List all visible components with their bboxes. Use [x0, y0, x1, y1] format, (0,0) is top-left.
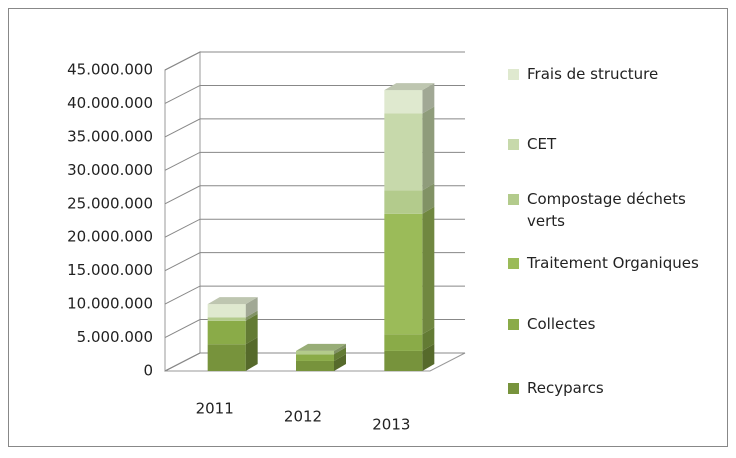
y-tick-label: 5.000.000: [77, 328, 153, 346]
legend-label: CET: [527, 135, 557, 153]
legend-swatch: [508, 69, 519, 80]
y-tick-label: 25.000.000: [67, 194, 153, 212]
bar-side: [245, 337, 258, 371]
grid-line: [164, 118, 465, 138]
legend-item: Compostage déchets verts: [508, 188, 708, 232]
bar-top: [207, 297, 258, 305]
y-tick-label: 30.000.000: [67, 161, 153, 179]
bar-side: [334, 347, 346, 361]
grid-line: [164, 285, 465, 305]
bar: [384, 90, 423, 114]
bar: [384, 113, 423, 191]
grid-line: [164, 352, 465, 372]
bar-top: [384, 83, 435, 91]
bar-side: [422, 343, 435, 371]
grid-line: [164, 51, 465, 71]
legend-item: Frais de structure: [508, 63, 708, 85]
bar-side: [245, 313, 258, 345]
legend-item: Collectes: [508, 313, 708, 335]
bar-side: [245, 310, 258, 321]
bar: [207, 320, 246, 345]
y-tick-label: 10.000.000: [67, 295, 153, 313]
bar-top: [296, 343, 346, 351]
chart-frame: [8, 8, 728, 447]
bar: [384, 350, 423, 371]
legend-swatch: [508, 383, 519, 394]
x-tick-label: 2011: [196, 400, 234, 418]
bar-side: [245, 297, 258, 318]
bar: [296, 354, 334, 361]
legend-item: Traitement Organiques: [508, 252, 708, 274]
y-tick-label: 15.000.000: [67, 261, 153, 279]
legend-item: Recyparcs: [508, 377, 708, 399]
bar-side: [422, 327, 435, 351]
bar: [384, 334, 423, 351]
bar-side: [422, 183, 435, 214]
legend-label: Compostage déchets verts: [527, 190, 686, 230]
bar: [384, 190, 423, 214]
legend-label: Recyparcs: [527, 379, 604, 397]
grid-line: [164, 84, 465, 104]
bar-side: [334, 343, 346, 355]
legend-item: CET: [508, 133, 708, 155]
bar-side: [334, 353, 346, 371]
y-tick-label: 45.000.000: [67, 61, 153, 79]
bar: [207, 344, 246, 371]
bar-side: [422, 206, 435, 335]
x-tick-label: 2012: [284, 408, 322, 426]
legend-label: Collectes: [527, 315, 596, 333]
y-tick-label: 0: [143, 362, 153, 380]
legend-label: Frais de structure: [527, 65, 659, 83]
grid-line: [164, 218, 465, 238]
x-tick-label: 2013: [372, 416, 410, 434]
grid-line: [164, 185, 465, 205]
legend-swatch: [508, 258, 519, 269]
bar: [207, 304, 246, 318]
y-tick-label: 20.000.000: [67, 228, 153, 246]
y-tick-label: 40.000.000: [67, 94, 153, 112]
legend-swatch: [508, 319, 519, 330]
grid-line: [164, 151, 465, 171]
legend-swatch: [508, 194, 519, 205]
y-tick-label: 35.000.000: [67, 127, 153, 145]
legend-label: Traitement Organiques: [527, 254, 699, 272]
bar-side: [422, 106, 435, 191]
bar-side: [422, 83, 435, 114]
bar: [207, 317, 246, 321]
bar: [296, 360, 334, 371]
grid-line: [164, 319, 465, 339]
bar: [384, 213, 423, 335]
legend-swatch: [508, 139, 519, 150]
bar: [296, 350, 334, 355]
grid-line: [164, 252, 465, 272]
